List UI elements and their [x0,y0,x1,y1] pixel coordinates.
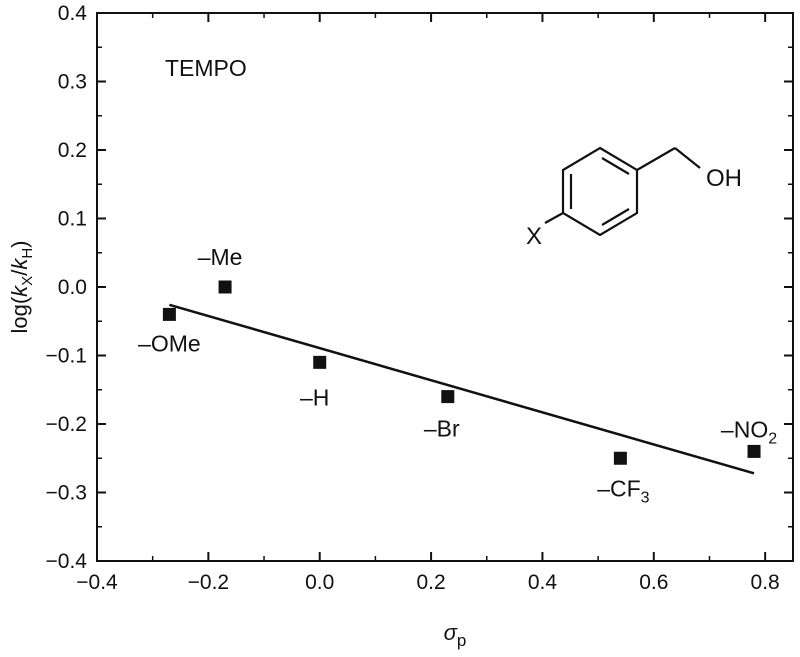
y-tick-label: 0.1 [58,208,87,231]
x-tick-label: 0.2 [416,571,445,594]
chart-annotation: TEMPO [165,55,247,81]
inner-bond-2 [601,208,630,226]
benzene-ring [561,146,639,237]
data-points [162,280,761,465]
data-point [218,280,232,294]
x-tick-label: 0.4 [528,571,558,594]
molecule-x-label: X [526,223,542,250]
x-tick-label: 0.0 [305,571,334,594]
y-tick-label: 0.2 [58,139,87,162]
point-label: –OMe [138,330,201,356]
molecule-oh-label: OH [706,165,742,192]
x-tick-label: −0.4 [76,571,118,594]
data-point [441,390,455,404]
y-tick-label: −0.1 [46,345,87,368]
x-axis-title-sub: p [457,631,466,650]
y-tick-label: 0.0 [58,276,87,299]
x-axis-title: σp [444,620,467,650]
y-tick-label: 0.3 [58,71,87,94]
y-axis-title-prefix: log( [7,296,32,333]
data-point [313,355,327,369]
x-tick-labels: −0.4 −0.2 0.0 0.2 0.4 0.6 0.8 [76,571,779,594]
point-label: –Br [424,416,460,442]
y-axis-title-sub2: H [19,248,36,259]
ch2-bond [636,147,676,171]
plot-frame [96,12,794,562]
data-point [747,444,761,458]
y-tick-label: −0.3 [46,482,87,505]
x-axis-title-main: σ [444,620,458,645]
data-point [162,307,176,321]
y-axis-title-k2: k [7,258,32,270]
point-label: –NO2 [721,416,777,447]
point-label: –Me [198,244,243,270]
fit-line [169,303,755,475]
y-axis-title: log(kX/kH) [7,241,36,334]
y-axis-title-slash: / [7,269,32,276]
x-tick-label: −0.2 [188,571,229,594]
y-axis-title-k1: k [7,285,32,297]
y-tick-label: −0.2 [46,413,87,436]
x-bond [544,212,564,224]
x-tick-label: 0.6 [639,571,668,594]
point-label: –CF3 [597,475,649,506]
y-tick-label: −0.4 [46,550,88,573]
y-axis-title-suffix: ) [7,241,32,248]
point-label: –H [300,384,329,410]
inner-bond-1 [601,157,630,175]
y-tick-label: 0.4 [58,2,88,25]
point-labels: –OMe –Me –H –Br –CF3 –NO2 [138,244,777,506]
data-point [613,451,627,465]
y-axis-title-sub1: X [19,276,36,286]
oh-bond [674,147,701,169]
molecule-structure [544,146,701,237]
x-tick-label: 0.8 [751,571,780,594]
tick-marks [96,12,793,562]
y-tick-labels: 0.4 0.3 0.2 0.1 0.0 −0.1 −0.2 −0.3 −0.4 [46,2,88,573]
